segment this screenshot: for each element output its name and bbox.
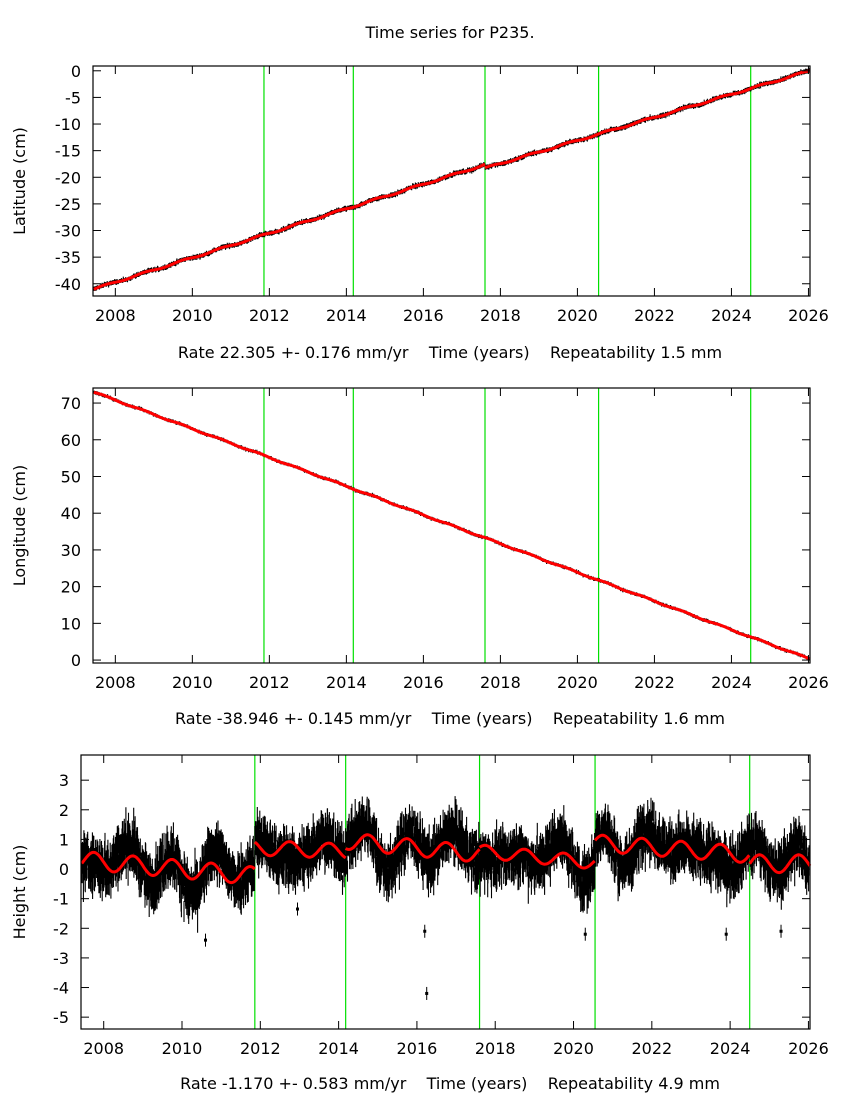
y-axis-label: Latitude (cm) — [10, 127, 29, 235]
y-tick-label: 1 — [59, 830, 69, 849]
y-tick-label: -5 — [53, 1008, 69, 1027]
x-tick-label: 2022 — [634, 306, 675, 325]
y-axis-label: Longitude (cm) — [10, 465, 29, 587]
model-curve — [93, 162, 486, 291]
x-tick-label: 2010 — [162, 1039, 203, 1058]
y-tick-label: -10 — [55, 115, 81, 134]
y-tick-label: 0 — [71, 651, 81, 670]
y-axis-label: Height (cm) — [10, 845, 29, 940]
rate-text: Rate -1.170 +- 0.583 mm/yr — [180, 1074, 427, 1093]
x-tick-label: 2024 — [711, 673, 752, 692]
y-tick-label: 40 — [61, 504, 81, 523]
x-tick-label: 2018 — [475, 1039, 516, 1058]
outlier-point — [779, 929, 783, 933]
x-tick-label: 2012 — [249, 306, 290, 325]
figure-title: Time series for P235. — [364, 23, 534, 42]
plot-frame — [92, 65, 811, 297]
outlier-point — [423, 929, 427, 933]
panel-2: 2008 2010 2012 2014 2016 2018 2020 2022 2024 2026… — [10, 387, 829, 728]
model-curve — [80, 850, 256, 885]
observed-points — [93, 67, 810, 291]
outlier-point — [204, 938, 208, 942]
x-tick-label: 2016 — [403, 306, 444, 325]
model-curve — [93, 390, 811, 661]
y-tick-label: 10 — [61, 614, 81, 633]
y-tick-label: 20 — [61, 578, 81, 597]
outlier-point — [296, 907, 300, 911]
x-tick-label: 2020 — [557, 673, 598, 692]
x-tick-label: 2008 — [95, 306, 136, 325]
x-tick-label: 2020 — [553, 1039, 594, 1058]
y-tick-label: -40 — [55, 275, 81, 294]
time-axis-label: Time (years) — [426, 1074, 548, 1093]
x-tick-label: 2016 — [397, 1039, 438, 1058]
y-tick-label: 60 — [61, 431, 81, 450]
x-tick-label: 2018 — [480, 673, 521, 692]
y-tick-label: 70 — [61, 394, 81, 413]
x-tick-label: 2026 — [788, 673, 829, 692]
x-tick-label: 2020 — [557, 306, 598, 325]
y-tick-label: -1 — [53, 890, 69, 909]
model-curve — [478, 843, 596, 870]
x-tick-label: 2014 — [318, 1039, 359, 1058]
repeatability-text: Repeatability 1.5 mm — [550, 343, 722, 362]
y-tick-label: -20 — [55, 168, 81, 187]
y-tick-label: -15 — [55, 142, 81, 161]
x-tick-label: 2022 — [634, 673, 675, 692]
model-curve — [344, 833, 481, 863]
x-tick-label: 2026 — [788, 1039, 829, 1058]
x-tick-label: 2014 — [326, 306, 367, 325]
x-axis-label: Rate -1.170 +- 0.583 mm/yr Time (years) … — [180, 1074, 720, 1093]
y-tick-label: -4 — [53, 979, 69, 998]
y-tick-label: -30 — [55, 222, 81, 241]
model-curve — [593, 833, 751, 864]
model-curve — [748, 853, 812, 875]
x-axis-label: Rate -38.946 +- 0.145 mm/yr Time (years)… — [175, 709, 725, 728]
x-tick-label: 2018 — [480, 306, 521, 325]
x-tick-label: 2012 — [240, 1039, 281, 1058]
x-tick-label: 2010 — [172, 673, 213, 692]
x-tick-label: 2022 — [631, 1039, 672, 1058]
repeatability-text: Repeatability 4.9 mm — [548, 1074, 720, 1093]
outlier-point — [425, 991, 429, 995]
rate-text: Rate -38.946 +- 0.145 mm/yr — [175, 709, 432, 728]
plot-frame — [92, 387, 811, 664]
y-tick-label: -2 — [53, 919, 69, 938]
rate-text: Rate 22.305 +- 0.176 mm/yr — [178, 343, 429, 362]
outlier-point — [583, 932, 587, 936]
model-curve — [253, 840, 347, 860]
x-axis-label: Rate 22.305 +- 0.176 mm/yr Time (years) … — [178, 343, 722, 362]
y-tick-label: -35 — [55, 248, 81, 267]
time-axis-label: Time (years) — [428, 343, 550, 362]
y-tick-label: 3 — [59, 771, 69, 790]
x-tick-label: 2026 — [788, 306, 829, 325]
x-tick-label: 2010 — [172, 306, 213, 325]
observed-points — [81, 796, 810, 933]
x-tick-label: 2008 — [83, 1039, 124, 1058]
y-tick-label: 2 — [59, 801, 69, 820]
y-tick-label: -3 — [53, 949, 69, 968]
model-curve — [484, 69, 811, 170]
y-tick-label: 30 — [61, 541, 81, 560]
repeatability-text: Repeatability 1.6 mm — [553, 709, 725, 728]
y-tick-label: 0 — [71, 62, 81, 81]
x-tick-label: 2014 — [326, 673, 367, 692]
y-tick-label: 0 — [59, 860, 69, 879]
x-tick-label: 2016 — [403, 673, 444, 692]
time-axis-label: Time (years) — [431, 709, 553, 728]
x-tick-label: 2024 — [710, 1039, 751, 1058]
panel-1: 2008 2010 2012 2014 2016 2018 2020 2022 2024 2026… — [10, 62, 829, 362]
outlier-point — [724, 932, 728, 936]
y-tick-label: -25 — [55, 195, 81, 214]
y-tick-label: 50 — [61, 467, 81, 486]
panel-3: 2008 2010 2012 2014 2016 2018 2020 2022 2024 2026… — [10, 754, 829, 1093]
x-tick-label: 2024 — [711, 306, 752, 325]
plot-frame — [80, 754, 811, 1030]
x-tick-label: 2012 — [249, 673, 290, 692]
x-tick-label: 2008 — [95, 673, 136, 692]
y-tick-label: -5 — [65, 88, 81, 107]
